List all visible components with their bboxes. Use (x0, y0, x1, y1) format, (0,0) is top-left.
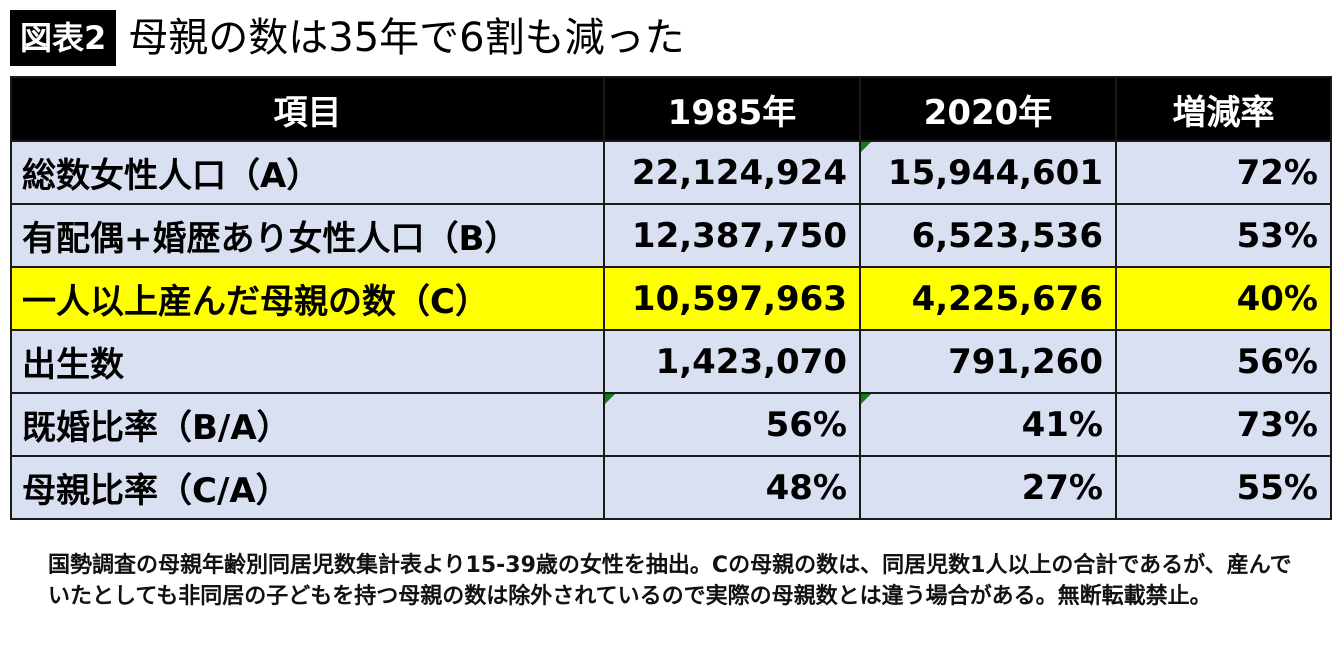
row-label: 母親比率（C/A） (10, 455, 605, 520)
row-label: 一人以上産んだ母親の数（C） (10, 266, 605, 331)
value-1985: 12,387,750 (603, 203, 861, 268)
row-label: 既婚比率（B/A） (10, 392, 605, 457)
table-body: 総数女性人口（A） 22,124,924 15,944,601 72% 有配偶+婚歴あり… (10, 140, 1332, 520)
value-1985: 48% (603, 455, 861, 520)
value-1985: 22,124,924 (603, 140, 861, 205)
table-row: 母親比率（C/A） 48% 27% 55% (10, 455, 1332, 520)
table-header-row: 項目 1985年 2020年 増減率 (10, 76, 1332, 142)
value-1985: 1,423,070 (603, 329, 861, 394)
footnote: 国勢調査の母親年齢別同居児数集計表より15-39歳の女性を抽出。Cの母親の数は、… (48, 553, 1292, 609)
figure-title: 母親の数は35年で6割も減った (128, 15, 685, 61)
value-2020: 41% (859, 392, 1117, 457)
data-table: 項目 1985年 2020年 増減率 総数女性人口（A） 22,124,924 15… (10, 76, 1332, 520)
figure-header: 図表2 母親の数は35年で6割も減った (10, 8, 685, 68)
cell-flag-icon (606, 395, 615, 404)
change-rate: 56% (1115, 329, 1332, 394)
column-header-2020: 2020年 (859, 76, 1117, 142)
change-rate: 40% (1115, 266, 1332, 331)
cell-flag-icon (862, 395, 871, 404)
change-rate: 53% (1115, 203, 1332, 268)
value-1985: 56% (603, 392, 861, 457)
table-row: 既婚比率（B/A） 56% 41% 73% (10, 392, 1332, 457)
column-header-item: 項目 (10, 76, 605, 142)
row-label: 総数女性人口（A） (10, 140, 605, 205)
value-2020: 4,225,676 (859, 266, 1117, 331)
change-rate: 55% (1115, 455, 1332, 520)
value-2020: 791,260 (859, 329, 1117, 394)
change-rate: 72% (1115, 140, 1332, 205)
value-2020: 15,944,601 (859, 140, 1117, 205)
table-row: 総数女性人口（A） 22,124,924 15,944,601 72% (10, 140, 1332, 205)
column-header-1985: 1985年 (603, 76, 861, 142)
change-rate: 73% (1115, 392, 1332, 457)
row-label: 出生数 (10, 329, 605, 394)
value-1985: 10,597,963 (603, 266, 861, 331)
cell-flag-icon (862, 143, 871, 152)
figure-number-badge: 図表2 (10, 10, 117, 66)
table-row: 有配偶+婚歴あり女性人口（B） 12,387,750 6,523,536 53% (10, 203, 1332, 268)
value-2020: 6,523,536 (859, 203, 1117, 268)
value-2020: 27% (859, 455, 1117, 520)
table-row: 出生数 1,423,070 791,260 56% (10, 329, 1332, 394)
table-row: 一人以上産んだ母親の数（C） 10,597,963 4,225,676 40% (10, 266, 1332, 331)
row-label: 有配偶+婚歴あり女性人口（B） (10, 203, 605, 268)
column-header-rate: 増減率 (1115, 76, 1332, 142)
